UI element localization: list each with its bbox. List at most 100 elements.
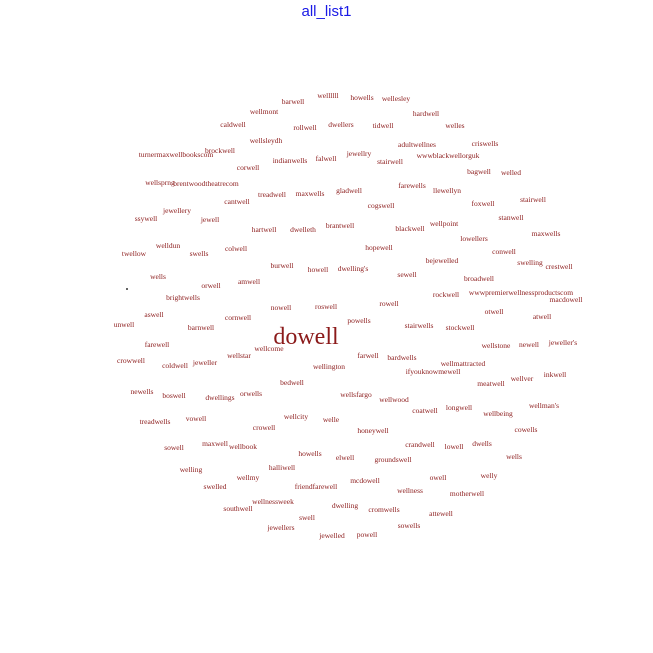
word-label: powells [347, 316, 370, 325]
word-label: unwell [114, 320, 134, 329]
word-label: wellsfargo [340, 390, 372, 399]
word-label: halliwell [269, 463, 295, 472]
word-label: welles [445, 121, 464, 130]
word-label: crowell [253, 423, 276, 432]
word-label: wellcity [284, 412, 308, 421]
word-label: wellcome [254, 344, 284, 353]
word-label: criswells [472, 139, 499, 148]
word-label: wellnessweek [252, 497, 294, 506]
word-label: macdowell [550, 295, 583, 304]
word-label: maxwells [532, 229, 561, 238]
word-label: treadwells [140, 417, 171, 426]
word-label: cromwells [368, 505, 399, 514]
word-label: colwell [225, 244, 247, 253]
word-label: mcdowell [350, 476, 380, 485]
word-label: dwellings [205, 393, 234, 402]
word-label: dowell [273, 324, 339, 350]
word-label: crandwell [405, 440, 435, 449]
word-label: stockwell [446, 323, 475, 332]
word-label: jewellery [162, 206, 191, 215]
word-label: bejewelled [426, 256, 459, 265]
word-label: burwell [271, 261, 294, 270]
word-label: wellington [313, 362, 345, 371]
word-label: welldun [156, 241, 180, 250]
word-label: coldwell [162, 361, 188, 370]
word-label: cantwell [224, 197, 249, 206]
word-label: wellsleydh [250, 136, 283, 145]
word-label: dwelling's [338, 264, 369, 273]
word-label: welly [481, 471, 498, 480]
word-label: wellmy [237, 473, 260, 482]
word-label: wellesley [382, 94, 411, 103]
word-label: twellow [122, 249, 147, 258]
word-label: aswell [144, 310, 163, 319]
word-label: foxwell [472, 199, 495, 208]
word-label: farewells [398, 181, 426, 190]
word-label: newell [519, 340, 539, 349]
stray-dot [126, 288, 128, 290]
word-label: wellpoint [430, 219, 459, 228]
word-label: motherwell [450, 489, 484, 498]
word-label: wells [150, 272, 166, 281]
word-label: jewelled [318, 531, 345, 540]
word-label: welling [180, 465, 203, 474]
word-label: wellsprng [145, 178, 175, 187]
word-label: turnermaxwellbookscom [139, 150, 214, 159]
word-label: orwells [240, 389, 262, 398]
word-label: honeywell [357, 426, 388, 435]
word-label: tidwell [373, 121, 394, 130]
word-label: indianwells [273, 156, 308, 165]
word-label: wellver [511, 374, 534, 383]
word-label: treadwell [258, 190, 286, 199]
word-label: crowwell [117, 356, 145, 365]
word-label: jewellers [266, 523, 294, 532]
word-label: adultwellnes [398, 140, 436, 149]
word-label: bagwell [467, 167, 491, 176]
word-label: brentwoodtheatrecom [173, 179, 239, 188]
word-label: attewell [429, 509, 453, 518]
word-label: stairwell [520, 195, 546, 204]
word-label: gladwell [336, 186, 362, 195]
word-label: dwelling [332, 501, 358, 510]
word-label: southwell [223, 504, 252, 513]
word-label: elwell [336, 453, 354, 462]
word-label: atwell [533, 312, 551, 321]
word-label: maxwell [202, 439, 228, 448]
word-label: stanwell [499, 213, 524, 222]
word-label: ssywell [135, 214, 158, 223]
word-label: jewellry [346, 149, 372, 158]
word-label: vowell [186, 414, 206, 423]
word-label: ifyouknowmewell [406, 367, 461, 376]
word-label: owell [430, 473, 447, 482]
word-label: llewellyn [433, 186, 461, 195]
word-label: lowellers [460, 234, 488, 243]
word-label: sowell [164, 443, 184, 452]
word-label: dwells [472, 439, 492, 448]
word-label: roswell [315, 302, 337, 311]
word-label: wellbeing [483, 409, 513, 418]
word-label: cowells [515, 425, 538, 434]
word-label: farwell [357, 351, 378, 360]
word-label: dwelleth [290, 225, 316, 234]
word-label: howells [350, 93, 373, 102]
word-label: rockwell [433, 290, 459, 299]
word-label: swell [299, 513, 315, 522]
word-label: wellbook [229, 442, 257, 451]
word-label: stairwell [377, 157, 403, 166]
word-label: cornwell [225, 313, 251, 322]
word-label: wwwpremierwellnessproductscom [469, 288, 573, 297]
word-label: hopewell [365, 243, 393, 252]
word-label: groundswell [374, 455, 411, 464]
word-label: wellstar [227, 351, 251, 360]
word-label: corwell [237, 163, 260, 172]
word-label: hardwell [413, 109, 439, 118]
word-label: wellmattracted [441, 359, 486, 368]
word-label: meatwell [477, 379, 505, 388]
word-label: farewell [145, 340, 170, 349]
word-label: jeweller's [548, 338, 578, 347]
word-label: longwell [446, 403, 472, 412]
word-label: barnwell [188, 323, 214, 332]
word-label: howells [298, 449, 321, 458]
word-label: rollwell [293, 123, 316, 132]
